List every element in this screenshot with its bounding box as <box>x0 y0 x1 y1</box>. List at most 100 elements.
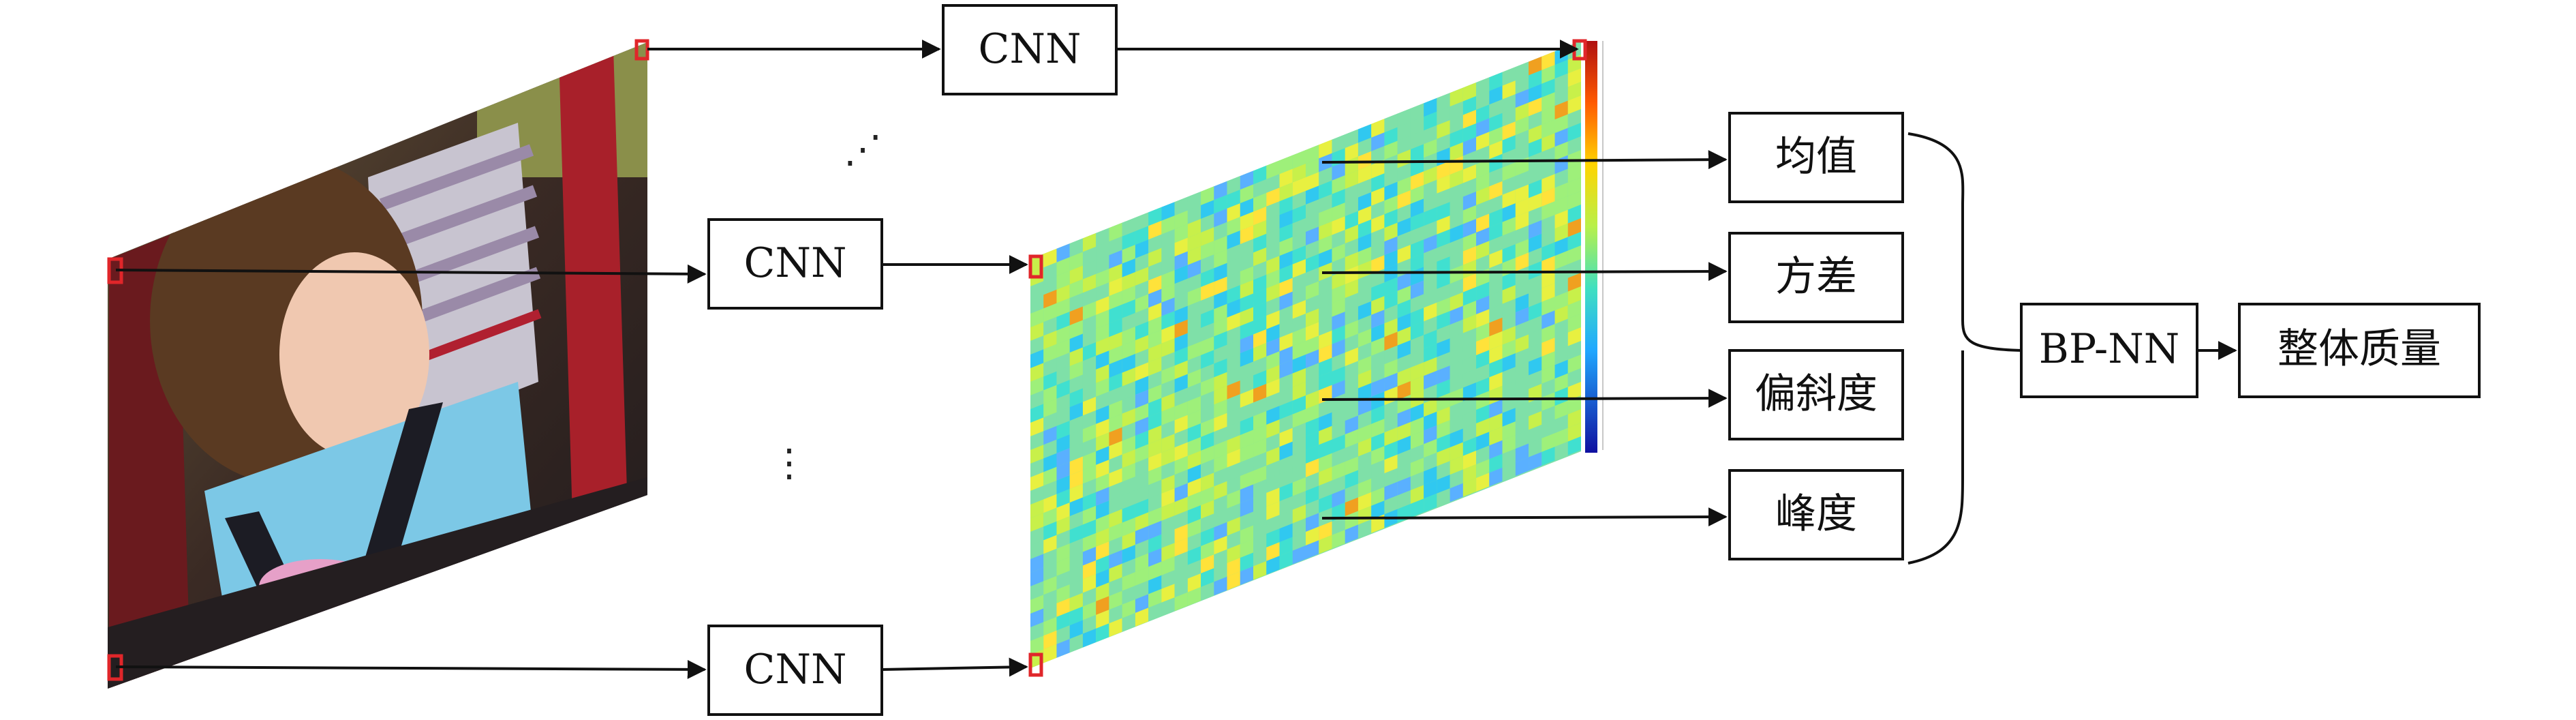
heatmap-cell <box>1069 538 1083 558</box>
heatmap-cell <box>1319 398 1332 418</box>
heatmap-cell <box>1515 61 1529 81</box>
heatmap-cell <box>1161 434 1175 453</box>
heatmap-cell <box>1567 300 1581 319</box>
heatmap-cell <box>1214 494 1227 514</box>
heatmap-cell <box>1542 174 1555 193</box>
heatmap-cell <box>1253 315 1267 335</box>
heatmap-cell <box>1424 179 1437 199</box>
heatmap-cell <box>1148 411 1162 431</box>
heatmap-cell <box>1135 267 1149 286</box>
heatmap-cell <box>1135 348 1149 368</box>
heatmap-cell <box>1109 454 1122 474</box>
heatmap-cell <box>1332 162 1345 181</box>
heatmap-cell <box>1529 124 1542 144</box>
heatmap-cell <box>1266 160 1280 179</box>
heatmap-cell <box>1292 355 1306 374</box>
heatmap-cell <box>1109 563 1122 583</box>
heatmap-cell <box>1030 540 1044 559</box>
heatmap-cell <box>1306 308 1319 327</box>
heatmap-cell <box>1554 87 1568 106</box>
heatmap-cell <box>1515 348 1529 368</box>
heatmap-cell <box>1096 241 1109 260</box>
heatmap-cell <box>1161 447 1175 466</box>
heatmap-cell <box>1384 331 1398 351</box>
heatmap-cell <box>1542 188 1555 207</box>
heatmap-cell <box>1056 502 1070 522</box>
heatmap-cell <box>1122 531 1135 550</box>
heatmap-cell <box>1174 401 1188 421</box>
heatmap-cell <box>1515 239 1529 258</box>
heatmap-cell <box>1345 265 1358 285</box>
heatmap-cell <box>1161 215 1175 235</box>
heatmap-cell <box>1056 584 1070 603</box>
heatmap-cell <box>1554 332 1568 352</box>
heatmap-cell <box>1056 571 1070 590</box>
heatmap-cell <box>1319 180 1332 200</box>
heatmap-cell <box>1240 525 1254 545</box>
heatmap-cell <box>1306 526 1319 545</box>
heatmap-cell <box>1082 546 1097 566</box>
heatmap-cell <box>1187 586 1201 606</box>
heatmap-cell <box>1056 393 1070 412</box>
heatmap-cell <box>1515 280 1529 299</box>
heatmap-cell <box>1056 380 1070 399</box>
heatmap-cell <box>1082 505 1097 525</box>
heatmap-cell <box>1489 140 1503 160</box>
heatmap-cell <box>1554 387 1568 406</box>
heatmap-cell <box>1214 303 1227 323</box>
heatmap-cell <box>1489 126 1503 146</box>
brace-stats-to-bpnn <box>1907 132 2022 565</box>
heatmap-cell <box>1306 472 1319 491</box>
heatmap-cell <box>1371 487 1385 506</box>
heatmap-cell <box>1410 485 1424 505</box>
heatmap-cell <box>1082 560 1097 580</box>
heatmap-cell <box>1345 320 1358 340</box>
heatmap-cell <box>1306 254 1319 273</box>
stat-mean-node: 均值 <box>1728 112 1904 203</box>
heatmap-cell <box>1450 101 1463 121</box>
heatmap-cell <box>1450 387 1463 407</box>
heatmap-cell <box>1056 639 1070 658</box>
heatmap-cell <box>1358 505 1372 525</box>
heatmap-cell <box>1030 295 1044 314</box>
heatmap-cell <box>1187 450 1201 470</box>
heatmap-cell <box>1554 250 1568 270</box>
heatmap-cell <box>1227 299 1240 318</box>
heatmap-cell <box>1542 65 1555 84</box>
heatmap-cell <box>1253 220 1267 239</box>
heatmap-cell <box>1082 396 1097 416</box>
heatmap-cell <box>1397 204 1411 223</box>
heatmap-cell <box>1279 155 1293 175</box>
heatmap-cell <box>1148 534 1162 554</box>
heatmap-cell <box>1030 417 1044 436</box>
heatmap-cell <box>1214 481 1227 500</box>
heatmap-cell <box>1043 521 1057 541</box>
heatmap-cell <box>1069 238 1083 258</box>
heatmap-cell <box>1109 318 1122 338</box>
heatmap-cell <box>1082 587 1097 607</box>
heatmap-cell <box>1227 558 1240 577</box>
heatmap-cell <box>1489 249 1503 269</box>
overall-quality-label: 整体质量 <box>2278 325 2441 373</box>
heatmap-cell <box>1319 166 1332 186</box>
heatmap-cell <box>1450 374 1463 393</box>
heatmap-cell <box>1489 235 1503 255</box>
heatmap-cell <box>1253 356 1267 376</box>
heatmap-cell <box>1554 73 1568 93</box>
heatmap-cell <box>1332 284 1345 303</box>
heatmap-cell <box>1489 99 1503 119</box>
heatmap-cell <box>1371 173 1385 192</box>
heatmap-cell <box>1306 363 1319 382</box>
heatmap-cell <box>1358 123 1372 143</box>
heatmap-cell <box>1056 243 1070 262</box>
heatmap-cell <box>1397 231 1411 250</box>
heatmap-cell <box>1437 475 1450 494</box>
heatmap-cell <box>1043 275 1057 295</box>
heatmap-cell <box>1030 526 1044 545</box>
heatmap-cell <box>1043 603 1057 622</box>
heatmap-cell <box>1043 262 1057 282</box>
heatmap-cell <box>1082 273 1097 293</box>
heatmap-cell <box>1462 177 1477 197</box>
heatmap-cell <box>1096 350 1109 370</box>
heatmap-cell <box>1371 310 1385 329</box>
